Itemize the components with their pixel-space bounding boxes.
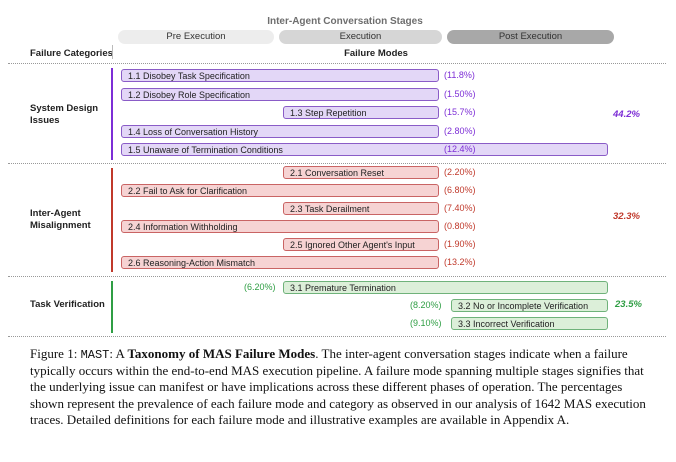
category-percentage-task: 23.5% [615, 299, 642, 310]
stages-title: Inter-Agent Conversation Stages [267, 16, 423, 27]
mode-percentage: (6.80%) [444, 185, 476, 195]
separator [8, 63, 666, 64]
failure-mode-3-3: 3.3 Incorrect Verification [451, 317, 608, 330]
category-percentage-inter-agent: 32.3% [613, 211, 640, 222]
separator [8, 336, 666, 337]
category-percentage-system: 44.2% [613, 109, 640, 120]
failure-mode-2-2: 2.2 Fail to Ask for Clarification [121, 184, 439, 197]
failure-mode-1-5: 1.5 Unaware of Termination Conditions [121, 143, 608, 156]
failure-mode-1-4: 1.4 Loss of Conversation History [121, 125, 439, 138]
figure-caption: Figure 1: MAST: A Taxonomy of MAS Failur… [30, 346, 655, 428]
category-bar-system [111, 68, 113, 160]
failure-mode-2-3: 2.3 Task Derailment [283, 202, 439, 215]
stage-execution: Execution [279, 30, 442, 44]
category-label-line: Issues [30, 115, 60, 126]
mode-percentage: (1.50%) [444, 89, 476, 99]
category-label-line: Misalignment [30, 220, 91, 231]
category-label-line: System Design [30, 103, 99, 114]
stage-pre-execution: Pre Execution [118, 30, 274, 44]
category-inter-agent: Inter-Agent Misalignment [30, 208, 91, 232]
caption-prefix: Figure 1: [30, 346, 81, 361]
failure-mode-1-3: 1.3 Step Repetition [283, 106, 439, 119]
caption-bold: Taxonomy of MAS Failure Modes [127, 346, 316, 361]
mode-percentage: (2.80%) [444, 126, 476, 136]
mode-percentage: (15.7%) [444, 107, 476, 117]
category-label-line: Inter-Agent [30, 208, 81, 219]
mode-percentage: (12.4%) [444, 144, 476, 154]
mode-percentage: (8.20%) [410, 300, 442, 310]
failure-mode-1-1: 1.1 Disobey Task Specification [121, 69, 439, 82]
mode-percentage: (11.8%) [444, 70, 475, 80]
category-label-line: Task Verification [30, 299, 105, 310]
mode-percentage: (7.40%) [444, 203, 476, 213]
failure-modes-header: Failure Modes [344, 48, 408, 59]
failure-mode-3-1: 3.1 Premature Termination [283, 281, 608, 294]
caption-name: MAST [80, 348, 110, 362]
separator [8, 163, 666, 164]
failure-mode-2-4: 2.4 Information Withholding [121, 220, 439, 233]
failure-mode-2-5: 2.5 Ignored Other Agent's Input [283, 238, 439, 251]
header-divider [112, 45, 113, 59]
separator [8, 276, 666, 277]
failure-mode-2-6: 2.6 Reasoning-Action Mismatch [121, 256, 439, 269]
failure-mode-3-2: 3.2 No or Incomplete Verification [451, 299, 608, 312]
category-bar-inter-agent [111, 168, 113, 272]
category-bar-task [111, 281, 113, 333]
failure-mode-1-2: 1.2 Disobey Role Specification [121, 88, 439, 101]
stage-post-execution: Post Execution [447, 30, 614, 44]
mode-percentage: (13.2%) [444, 257, 476, 267]
mode-percentage: (0.80%) [444, 221, 476, 231]
category-task-verification: Task Verification [30, 299, 105, 311]
caption-colon: : A [109, 346, 128, 361]
failure-categories-header: Failure Categories [30, 48, 113, 59]
mode-percentage: (1.90%) [444, 239, 476, 249]
failure-mode-2-1: 2.1 Conversation Reset [283, 166, 439, 179]
mode-percentage: (2.20%) [444, 167, 476, 177]
mode-percentage: (9.10%) [410, 318, 442, 328]
caption-rest: . The inter-agent conversation stages in… [30, 346, 646, 427]
mode-percentage: (6.20%) [244, 282, 276, 292]
category-system-design: System Design Issues [30, 103, 98, 127]
